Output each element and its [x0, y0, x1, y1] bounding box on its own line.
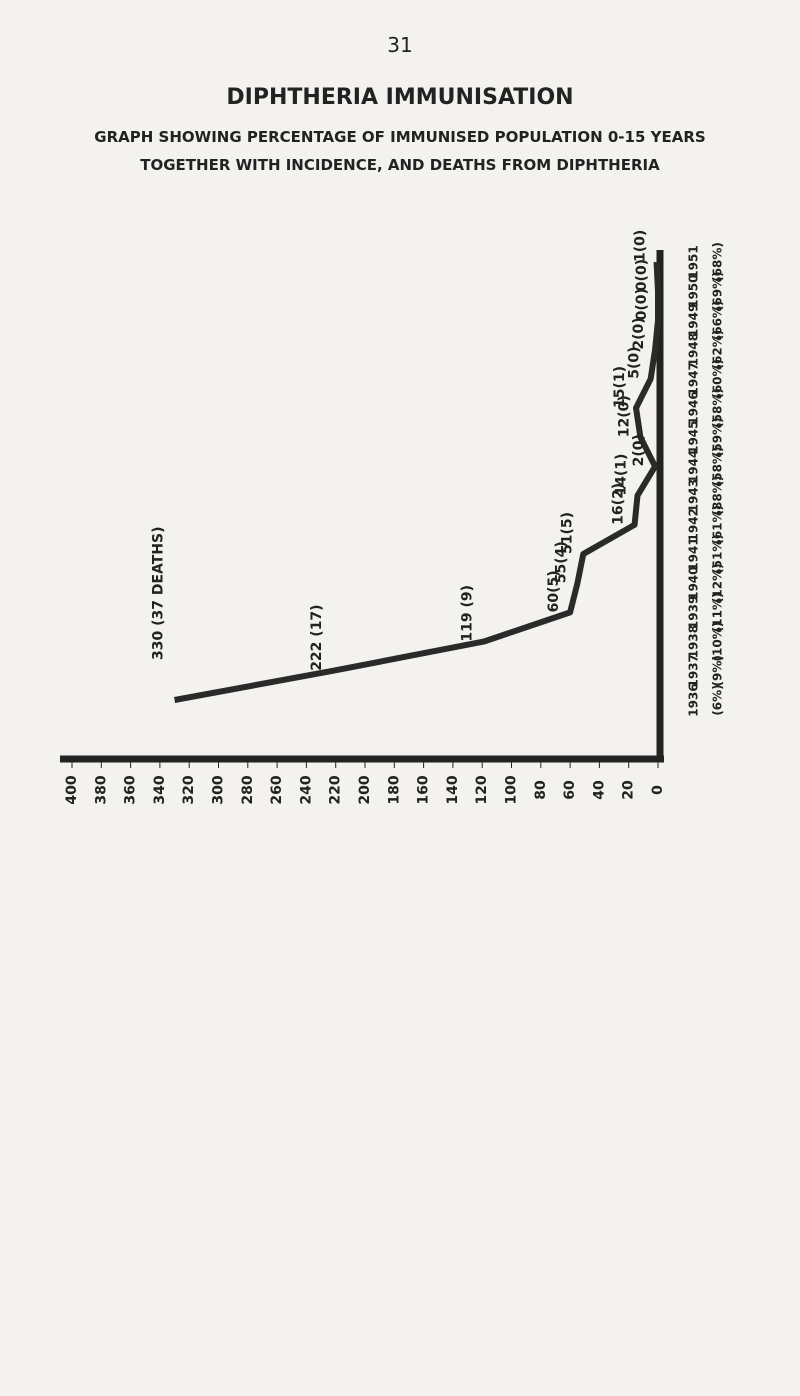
- y-tick-label: 160: [416, 775, 432, 804]
- percent-label: (59%): [711, 417, 725, 457]
- x-tick-label: 1943: [687, 479, 701, 512]
- data-label: 16(2): [611, 483, 627, 525]
- percent-label: (12%): [711, 563, 725, 603]
- x-tick-label: 1942: [687, 508, 701, 541]
- y-tick-label: 60: [562, 780, 578, 800]
- x-tick-label: 1938: [687, 625, 701, 658]
- x-tick-label: 1936: [687, 683, 701, 716]
- percent-label: (61%): [711, 505, 725, 545]
- data-label: 51(5): [559, 512, 575, 554]
- data-label: 0(0): [634, 259, 650, 291]
- x-tick-label: 1946: [687, 391, 701, 424]
- data-label: 2(0): [631, 434, 647, 466]
- y-tick-label: 0: [650, 785, 666, 795]
- data-label: 330 (37 DEATHS): [151, 526, 167, 660]
- percent-label: (51%): [711, 534, 725, 574]
- x-tick-label: 1945: [687, 420, 701, 453]
- percent-label: (62%): [711, 330, 725, 370]
- percent-label: (9%): [711, 655, 725, 686]
- x-tick-label: 1951: [687, 245, 701, 278]
- y-tick-label: 120: [474, 775, 490, 804]
- percent-label: (68%): [711, 242, 725, 282]
- percent-label: (6%): [711, 684, 725, 715]
- percent-label: (69%): [711, 271, 725, 311]
- y-tick-label: 140: [445, 775, 461, 804]
- x-tick-label: 1940: [687, 566, 701, 599]
- percent-label: (11%): [711, 593, 725, 633]
- y-tick-label: 80: [533, 780, 549, 800]
- x-tick-label: 1939: [687, 596, 701, 629]
- y-tick-label: 240: [298, 775, 314, 804]
- percent-label: (88%): [711, 476, 725, 516]
- chart-subtitle: TOGETHER WITH INCIDENCE, AND DEATHS FROM…: [140, 156, 660, 174]
- y-tick-label: 40: [591, 780, 607, 800]
- y-tick-label: 280: [240, 775, 256, 804]
- percent-label: (66%): [711, 301, 725, 341]
- data-label: 5(0): [627, 347, 643, 379]
- x-tick-label: 1948: [687, 333, 701, 366]
- x-tick-label: 1937: [687, 654, 701, 687]
- y-tick-label: 260: [269, 775, 285, 804]
- y-tick-label: 200: [357, 775, 373, 804]
- x-tick-label: 1947: [687, 362, 701, 395]
- y-tick-label: 380: [93, 775, 109, 804]
- y-tick-label: 220: [328, 775, 344, 804]
- incidence-line: [174, 261, 661, 703]
- y-tick-label: 20: [621, 780, 637, 800]
- percent-label: (58%): [711, 447, 725, 487]
- data-label: 15(1): [612, 366, 628, 408]
- percent-label: (60%): [711, 359, 725, 399]
- data-label: 55(4): [553, 541, 569, 583]
- data-label: 12(0): [616, 395, 632, 437]
- percent-label: (58%): [711, 388, 725, 428]
- y-tick-label: 100: [504, 775, 520, 804]
- x-tick-label: 1944: [687, 450, 701, 483]
- y-tick-label: 360: [123, 775, 139, 804]
- data-label: 60(5): [546, 570, 562, 612]
- data-label: 14(1): [613, 454, 629, 496]
- x-tick-label: 1950: [687, 274, 701, 307]
- data-label: 2(0): [631, 317, 647, 349]
- y-tick-label: 340: [152, 775, 168, 804]
- x-tick-label: 1949: [687, 304, 701, 337]
- data-label: 0(0): [634, 288, 650, 320]
- percent-label: (10%): [711, 622, 725, 662]
- data-label: 119 (9): [460, 585, 476, 642]
- y-tick-label: 320: [181, 775, 197, 804]
- data-label: 222 (17): [309, 604, 325, 670]
- x-tick-label: 1941: [687, 537, 701, 570]
- chart-subtitle: GRAPH SHOWING PERCENTAGE OF IMMUNISED PO…: [94, 128, 705, 146]
- data-label: 1(0): [633, 230, 649, 262]
- y-tick-label: 300: [211, 775, 227, 804]
- y-tick-label: 180: [386, 775, 402, 804]
- chart-title: DIPHTHERIA IMMUNISATION: [226, 85, 573, 110]
- y-tick-label: 400: [64, 775, 80, 804]
- page-number: 31: [387, 33, 412, 57]
